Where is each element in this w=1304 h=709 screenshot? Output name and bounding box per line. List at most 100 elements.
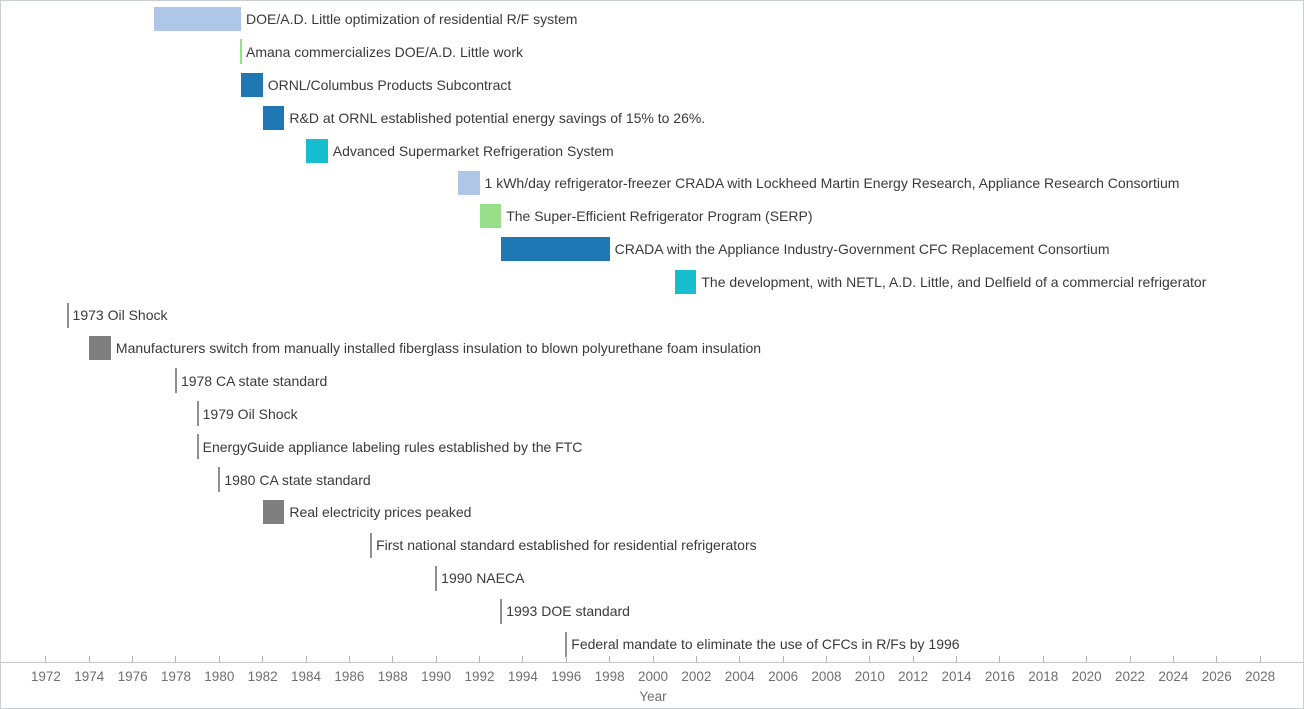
- x-tick-mark: [392, 656, 394, 662]
- x-tick-label: 1976: [117, 669, 148, 684]
- x-tick-label: 1978: [160, 669, 191, 684]
- timeline-event-label: Manufacturers switch from manually insta…: [115, 339, 762, 356]
- x-tick-mark: [1086, 656, 1088, 662]
- x-tick-mark: [652, 656, 654, 662]
- timeline-event-line: [435, 565, 438, 591]
- x-tick-mark: [175, 656, 177, 662]
- timeline-event-label: Advanced Supermarket Refrigeration Syste…: [332, 142, 614, 159]
- timeline-event-label: 1990 NAECA: [441, 570, 525, 587]
- timeline-event-label: Real electricity prices peaked: [289, 504, 472, 521]
- timeline-bar: [501, 237, 610, 262]
- x-tick-mark: [348, 656, 350, 662]
- x-tick-label: 1988: [377, 669, 408, 684]
- x-tick-label: 1990: [421, 669, 452, 684]
- x-tick-mark: [435, 656, 437, 662]
- x-tick-mark: [1216, 656, 1218, 662]
- x-tick-mark: [1172, 656, 1174, 662]
- timeline-event-line: [218, 467, 221, 493]
- timeline-event-line: [565, 631, 568, 657]
- timeline-bar: [262, 500, 285, 525]
- timeline-event-label: Federal mandate to eliminate the use of …: [571, 636, 960, 653]
- timeline-event-label: 1993 DOE standard: [506, 603, 630, 620]
- timeline-event-label: 1978 CA state standard: [180, 372, 328, 389]
- timeline-event-line: [196, 401, 199, 427]
- x-tick-label: 1974: [74, 669, 105, 684]
- plot-area: DOE/A.D. Little optimization of resident…: [1, 1, 1303, 663]
- x-tick-label: 2004: [724, 669, 755, 684]
- x-tick-mark: [1042, 656, 1044, 662]
- timeline-event-label: ORNL/Columbus Products Subcontract: [267, 76, 512, 93]
- timeline-event-line: [196, 434, 199, 460]
- x-tick-mark: [695, 656, 697, 662]
- x-tick-label: 2002: [681, 669, 712, 684]
- timeline-event-label: R&D at ORNL established potential energy…: [289, 109, 706, 126]
- x-tick-label: 1984: [291, 669, 322, 684]
- x-tick-mark: [305, 656, 307, 662]
- x-tick-label: 2016: [984, 669, 1015, 684]
- timeline-event-label: 1979 Oil Shock: [202, 405, 298, 422]
- timeline-event-line: [370, 532, 373, 558]
- x-tick-label: 1980: [204, 669, 235, 684]
- timeline-event-label: The development, with NETL, A.D. Little,…: [701, 274, 1207, 291]
- timeline-bar: [262, 105, 285, 130]
- x-tick-mark: [132, 656, 134, 662]
- x-tick-mark: [1259, 656, 1261, 662]
- x-tick-label: 1996: [551, 669, 582, 684]
- timeline-event-line: [500, 598, 503, 624]
- x-tick-label: 2012: [898, 669, 929, 684]
- x-axis-title: Year: [639, 689, 667, 704]
- x-tick-label: 2000: [637, 669, 669, 684]
- x-tick-mark: [262, 656, 264, 662]
- x-tick-mark: [825, 656, 827, 662]
- timeline-event-line: [240, 39, 243, 65]
- x-tick-mark: [522, 656, 524, 662]
- x-tick-mark: [912, 656, 914, 662]
- timeline-event-label: The Super-Efficient Refrigerator Program…: [506, 208, 813, 225]
- x-tick-mark: [869, 656, 871, 662]
- x-tick-label: 1986: [334, 669, 365, 684]
- x-tick-mark: [565, 656, 567, 662]
- x-tick-mark: [1129, 656, 1131, 662]
- timeline-event-label: First national standard established for …: [376, 537, 757, 554]
- timeline-event-label: CRADA with the Appliance Industry-Govern…: [614, 241, 1110, 258]
- x-tick-label: 2006: [768, 669, 799, 684]
- x-tick-label: 2022: [1115, 669, 1146, 684]
- timeline-bar: [457, 171, 480, 196]
- timeline-bar: [154, 6, 241, 31]
- timeline-event-label: 1980 CA state standard: [224, 471, 371, 488]
- timeline-event-label: Amana commercializes DOE/A.D. Little wor…: [246, 43, 523, 60]
- timeline-event-label: 1 kWh/day refrigerator-freezer CRADA wit…: [484, 175, 1180, 192]
- x-tick-label: 2010: [854, 669, 885, 684]
- x-tick-label: 2024: [1158, 669, 1189, 684]
- x-tick-label: 2020: [1071, 669, 1102, 684]
- timeline-bar: [479, 204, 502, 229]
- x-tick-label: 2018: [1028, 669, 1059, 684]
- x-tick-label: 2028: [1245, 669, 1276, 684]
- x-tick-mark: [88, 656, 90, 662]
- x-tick-mark: [479, 656, 481, 662]
- x-tick-mark: [999, 656, 1001, 662]
- timeline-bar: [241, 72, 263, 97]
- x-tick-mark: [782, 656, 784, 662]
- x-axis-line: [1, 662, 1303, 663]
- x-tick-label: 2026: [1201, 669, 1232, 684]
- timeline-event-line: [174, 368, 177, 394]
- x-tick-label: 2008: [811, 669, 842, 684]
- x-tick-label: 1994: [507, 669, 538, 684]
- timeline-bar: [89, 335, 111, 360]
- x-tick-mark: [956, 656, 958, 662]
- timeline-bar: [306, 138, 328, 163]
- x-tick-label: 1982: [247, 669, 278, 684]
- x-tick-mark: [739, 656, 741, 662]
- x-tick-label: 2014: [941, 669, 972, 684]
- x-tick-mark: [609, 656, 611, 662]
- x-tick-label: 1972: [30, 669, 61, 684]
- x-tick-label: 1992: [464, 669, 495, 684]
- x-tick-mark: [218, 656, 220, 662]
- timeline-event-label: EnergyGuide appliance labeling rules est…: [202, 438, 583, 455]
- timeline-event-line: [66, 302, 69, 328]
- x-tick-mark: [45, 656, 47, 662]
- timeline-event-label: DOE/A.D. Little optimization of resident…: [246, 10, 578, 27]
- timeline-bar: [674, 270, 697, 295]
